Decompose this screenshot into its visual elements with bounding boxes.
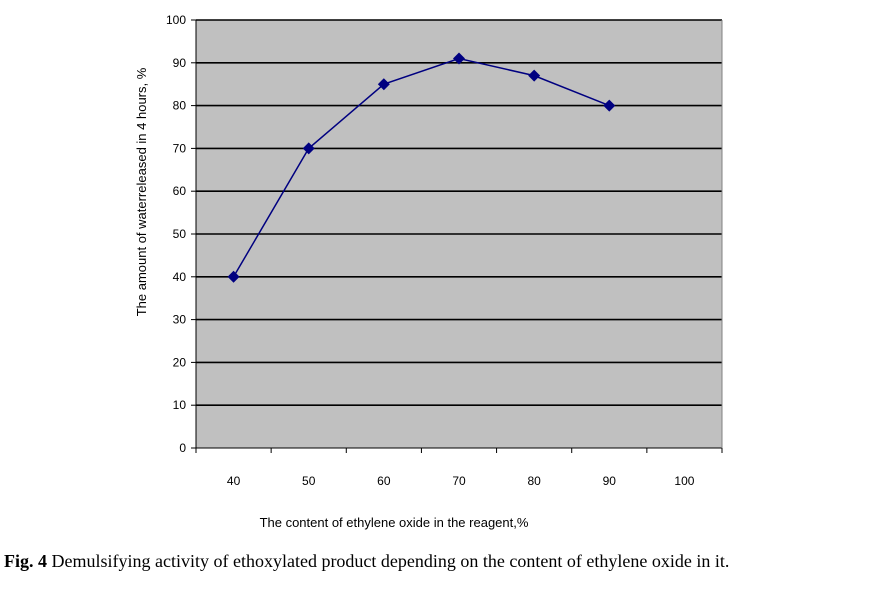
figure-label: Fig. 4 [4, 551, 47, 571]
y-tick-label: 90 [173, 56, 187, 70]
x-tick-label: 50 [302, 474, 316, 488]
x-axis-ticks: 40 50 60 70 80 90 100 [195, 448, 723, 488]
data-point-marker [302, 142, 315, 155]
y-tick-label: 10 [173, 398, 187, 412]
data-series [227, 52, 616, 283]
y-tick-label: 30 [173, 313, 187, 327]
y-tick-label: 70 [173, 141, 187, 155]
x-axis-title: The content of ethylene oxide in the rea… [260, 515, 529, 530]
gridlines [196, 19, 722, 407]
y-tick-label: 100 [166, 13, 186, 27]
y-tick-label: 0 [179, 441, 186, 455]
x-tick-label: 90 [603, 474, 617, 488]
y-tick-label: 60 [173, 184, 187, 198]
y-tick-label: 80 [173, 99, 187, 113]
x-tick-label: 60 [377, 474, 391, 488]
y-axis-ticks: 0 10 20 30 40 50 60 70 80 90 100 [166, 13, 196, 455]
x-tick-label: 100 [674, 474, 694, 488]
y-tick-label: 40 [173, 270, 187, 284]
series-line [232, 57, 610, 278]
figure-caption: Fig. 4 Demulsifying activity of ethoxyla… [4, 551, 873, 572]
data-point-marker [603, 99, 616, 112]
data-point-marker [453, 52, 465, 65]
x-tick-label: 70 [452, 474, 466, 488]
y-tick-label: 50 [173, 227, 187, 241]
data-point-marker [377, 78, 390, 91]
x-tick-label: 80 [527, 474, 541, 488]
x-tick-label: 40 [227, 474, 241, 488]
data-point-marker [227, 270, 240, 283]
y-tick-label: 20 [173, 355, 187, 369]
figure-caption-text: Demulsifying activity of ethoxylated pro… [47, 551, 730, 571]
y-axis-title: The amount of waterreleased in 4 hours, … [134, 67, 149, 316]
data-point-marker [528, 69, 541, 82]
